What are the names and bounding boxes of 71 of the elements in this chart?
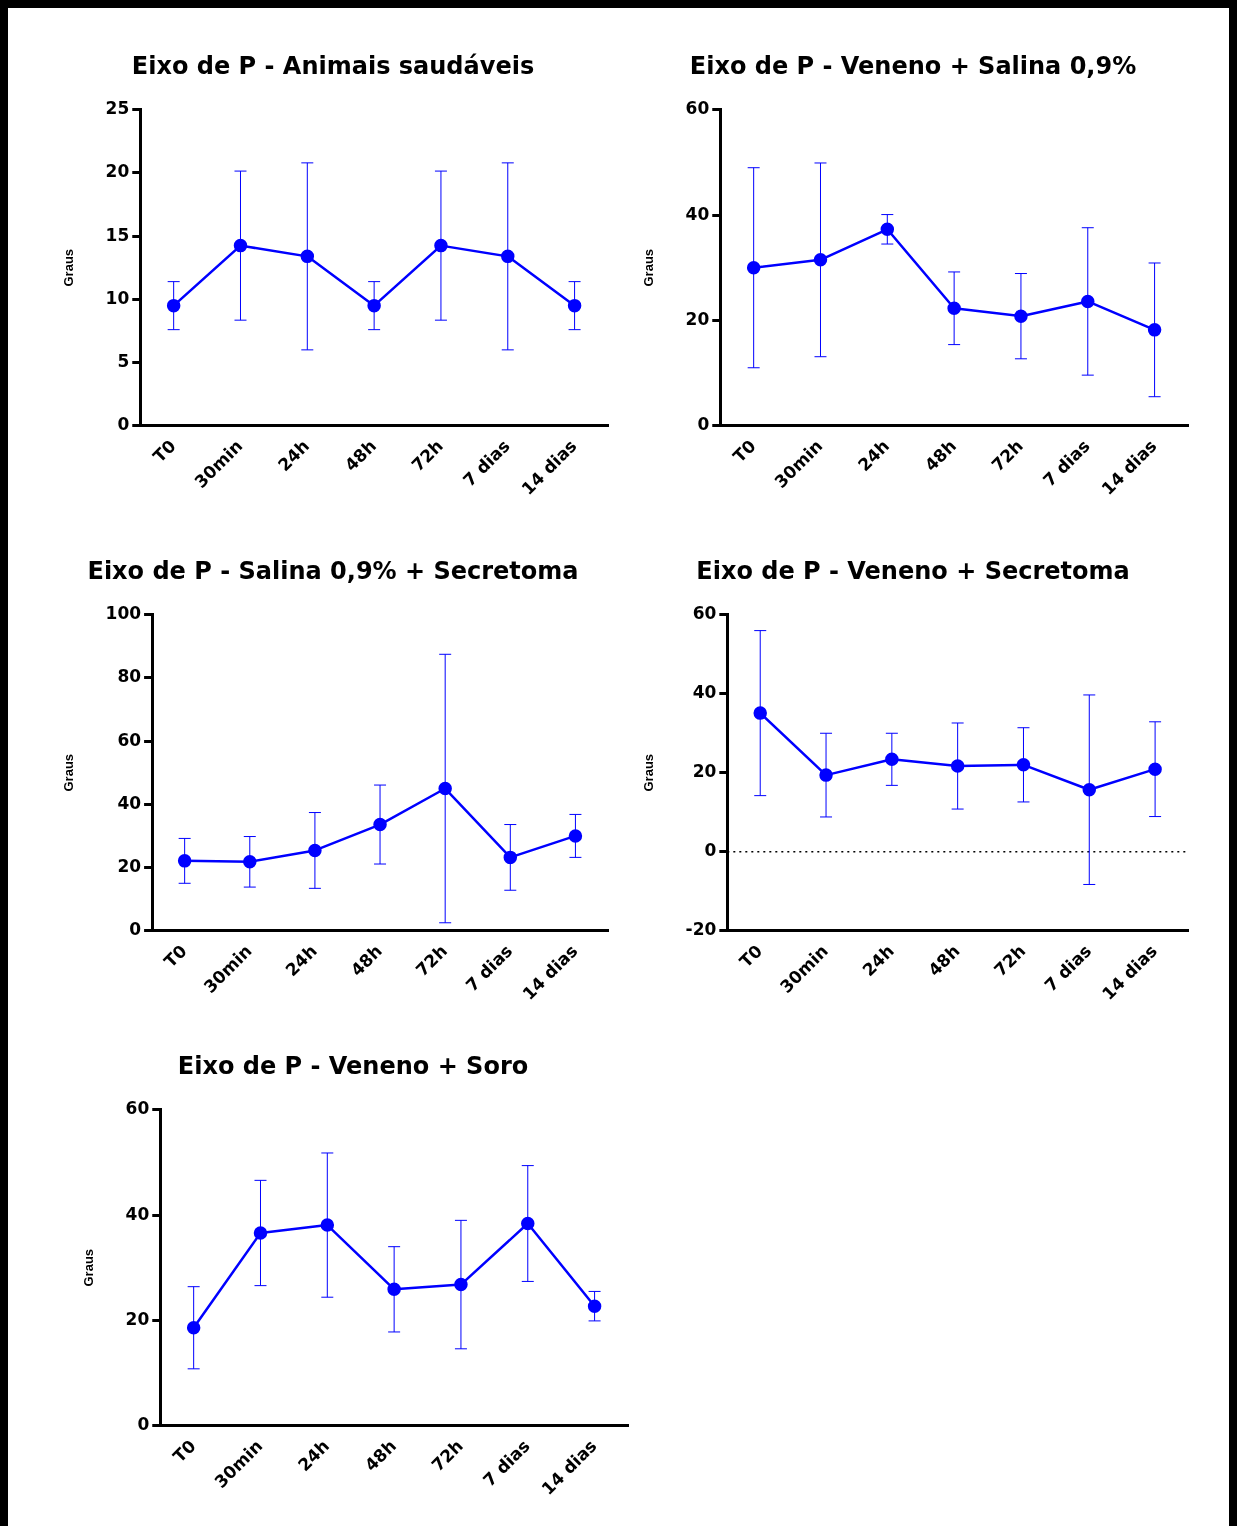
- y-tick-label: 5: [117, 350, 130, 371]
- x-tick-label: 48h: [360, 1435, 401, 1476]
- y-axis-title: Graus: [61, 753, 77, 792]
- x-tick-label: T0: [148, 435, 180, 467]
- y-tick-label: 0: [704, 840, 717, 861]
- point: [1081, 294, 1095, 309]
- y-tick-label: 100: [105, 603, 142, 624]
- y-tick-label: 25: [105, 98, 130, 119]
- y-tick-label: 20: [692, 761, 717, 782]
- point: [253, 1226, 268, 1240]
- point: [746, 260, 761, 275]
- y-tick-label: 20: [685, 308, 710, 329]
- point: [885, 752, 899, 767]
- y-tick-label: 20: [105, 161, 130, 182]
- x-tick-label: 72h: [989, 940, 1030, 981]
- point: [177, 854, 192, 868]
- point: [753, 706, 767, 720]
- x-tick-label: 48h: [924, 940, 964, 981]
- y-tick-label: 0: [129, 919, 142, 940]
- point: [950, 759, 965, 773]
- x-tick-label: T0: [159, 940, 191, 972]
- x-tick-label: T0: [735, 940, 767, 972]
- y-tick-label: 20: [117, 855, 142, 876]
- point: [186, 1321, 201, 1335]
- point: [438, 781, 452, 796]
- point: [1016, 758, 1031, 772]
- point: [1082, 782, 1097, 797]
- y-tick-label: 40: [685, 203, 710, 224]
- y-tick-label: 40: [125, 1203, 150, 1224]
- chart-title: Eixo de P - Salina 0,9% + Secretoma: [87, 556, 579, 585]
- y-tick-label: 80: [117, 666, 142, 687]
- y-tick-label: 0: [697, 414, 710, 435]
- chart-title: Eixo de P - Veneno + Salina 0,9%: [689, 51, 1137, 80]
- y-tick-label: 60: [125, 1098, 150, 1119]
- y-tick-label: -20: [685, 919, 717, 940]
- x-tick-label: 72h: [411, 940, 452, 981]
- y-tick-label: 40: [117, 792, 142, 813]
- point: [813, 253, 828, 267]
- y-tick-label: 60: [117, 729, 142, 750]
- x-tick-label: 48h: [346, 940, 386, 981]
- y-tick-label: 0: [117, 414, 130, 435]
- y-tick-label: 15: [105, 224, 130, 245]
- chart-title: Eixo de P - Animais saudáveis: [131, 51, 535, 80]
- x-tick-label: 48h: [340, 435, 381, 476]
- y-tick-label: 40: [692, 682, 717, 703]
- x-tick-label: T0: [728, 435, 760, 467]
- point: [233, 238, 248, 253]
- point: [521, 1216, 535, 1231]
- chart-title: Eixo de P - Veneno + Soro: [177, 1051, 529, 1080]
- point: [587, 1299, 602, 1313]
- point: [320, 1218, 335, 1232]
- point: [501, 249, 515, 264]
- point: [243, 855, 257, 869]
- x-tick-label: T0: [168, 1435, 200, 1467]
- chart-title: Eixo de P - Veneno + Secretoma: [696, 556, 1130, 585]
- x-tick-label: 48h: [920, 435, 961, 476]
- y-tick-label: 60: [692, 603, 717, 624]
- point: [567, 298, 582, 313]
- y-axis-title: Graus: [61, 248, 77, 287]
- y-tick-label: 10: [105, 287, 130, 308]
- point: [166, 298, 181, 313]
- point: [503, 850, 518, 865]
- point: [880, 222, 895, 237]
- y-axis-title: Graus: [641, 248, 657, 287]
- y-tick-label: 0: [137, 1414, 150, 1435]
- y-axis-title: Graus: [641, 753, 657, 792]
- point: [1147, 323, 1162, 337]
- y-tick-label: 20: [125, 1308, 150, 1329]
- y-tick-label: 60: [685, 98, 710, 119]
- y-axis-title: Graus: [81, 1248, 97, 1287]
- point: [300, 249, 315, 264]
